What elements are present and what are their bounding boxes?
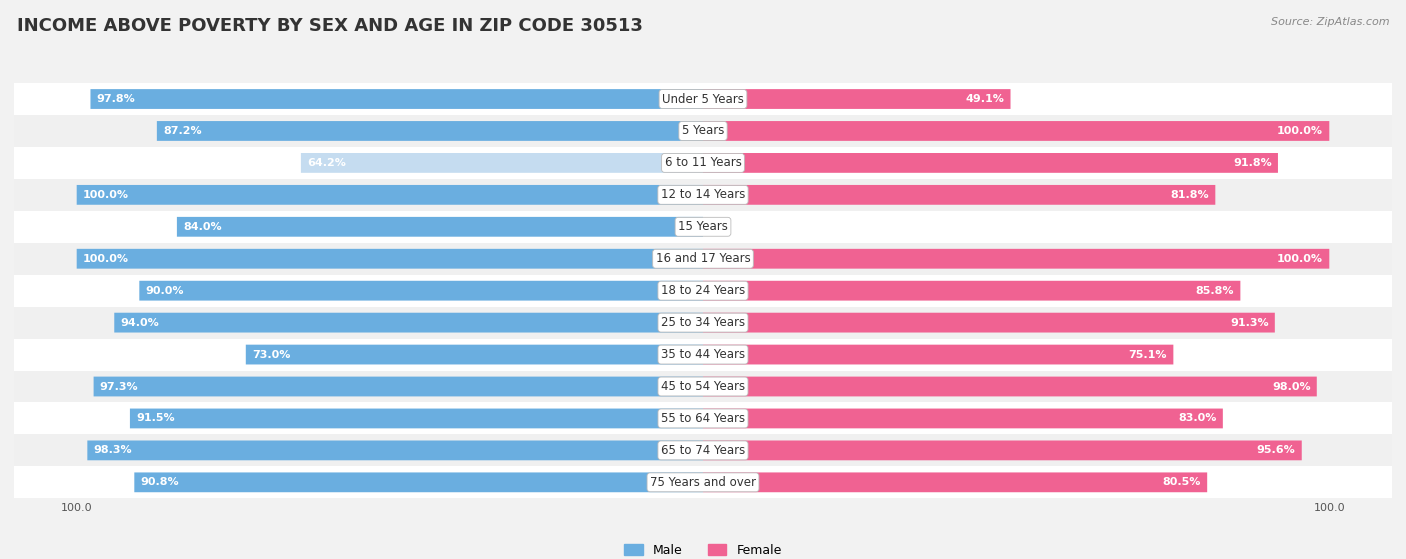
Text: Source: ZipAtlas.com: Source: ZipAtlas.com bbox=[1271, 17, 1389, 27]
FancyBboxPatch shape bbox=[177, 217, 703, 236]
Text: 91.5%: 91.5% bbox=[136, 414, 174, 424]
Text: 73.0%: 73.0% bbox=[252, 349, 291, 359]
FancyBboxPatch shape bbox=[301, 153, 703, 173]
Bar bbox=[14, 307, 1392, 339]
Text: 100.0: 100.0 bbox=[60, 503, 93, 513]
Text: 100.0%: 100.0% bbox=[1277, 254, 1323, 264]
FancyBboxPatch shape bbox=[703, 89, 1011, 109]
Legend: Male, Female: Male, Female bbox=[619, 539, 787, 559]
Text: 100.0%: 100.0% bbox=[83, 190, 129, 200]
Text: 18 to 24 Years: 18 to 24 Years bbox=[661, 284, 745, 297]
Text: Under 5 Years: Under 5 Years bbox=[662, 93, 744, 106]
Bar bbox=[14, 211, 1392, 243]
Text: 49.1%: 49.1% bbox=[966, 94, 1004, 104]
Bar bbox=[14, 371, 1392, 402]
Text: 97.3%: 97.3% bbox=[100, 381, 138, 391]
FancyBboxPatch shape bbox=[157, 121, 703, 141]
Text: 55 to 64 Years: 55 to 64 Years bbox=[661, 412, 745, 425]
Text: 80.5%: 80.5% bbox=[1163, 477, 1201, 487]
Text: INCOME ABOVE POVERTY BY SEX AND AGE IN ZIP CODE 30513: INCOME ABOVE POVERTY BY SEX AND AGE IN Z… bbox=[17, 17, 643, 35]
FancyBboxPatch shape bbox=[246, 345, 703, 364]
Text: 75 Years and over: 75 Years and over bbox=[650, 476, 756, 489]
Text: 95.6%: 95.6% bbox=[1257, 446, 1295, 456]
Text: 90.8%: 90.8% bbox=[141, 477, 179, 487]
Bar bbox=[14, 115, 1392, 147]
Bar bbox=[14, 402, 1392, 434]
FancyBboxPatch shape bbox=[77, 249, 703, 269]
FancyBboxPatch shape bbox=[135, 472, 703, 492]
Text: 64.2%: 64.2% bbox=[307, 158, 346, 168]
Text: 97.8%: 97.8% bbox=[97, 94, 135, 104]
FancyBboxPatch shape bbox=[703, 377, 1317, 396]
FancyBboxPatch shape bbox=[703, 249, 1329, 269]
Text: 45 to 54 Years: 45 to 54 Years bbox=[661, 380, 745, 393]
Text: 91.8%: 91.8% bbox=[1233, 158, 1271, 168]
Text: 90.0%: 90.0% bbox=[146, 286, 184, 296]
Text: 100.0: 100.0 bbox=[1313, 503, 1346, 513]
FancyBboxPatch shape bbox=[87, 440, 703, 460]
Bar bbox=[14, 274, 1392, 307]
Text: 94.0%: 94.0% bbox=[121, 318, 159, 328]
Text: 25 to 34 Years: 25 to 34 Years bbox=[661, 316, 745, 329]
Bar bbox=[14, 147, 1392, 179]
Text: 81.8%: 81.8% bbox=[1170, 190, 1209, 200]
FancyBboxPatch shape bbox=[703, 153, 1278, 173]
FancyBboxPatch shape bbox=[703, 472, 1208, 492]
FancyBboxPatch shape bbox=[114, 312, 703, 333]
Text: 15 Years: 15 Years bbox=[678, 220, 728, 233]
Text: 65 to 74 Years: 65 to 74 Years bbox=[661, 444, 745, 457]
Bar bbox=[14, 434, 1392, 466]
Text: 16 and 17 Years: 16 and 17 Years bbox=[655, 252, 751, 265]
Text: 5 Years: 5 Years bbox=[682, 125, 724, 138]
Bar bbox=[14, 243, 1392, 274]
Text: 100.0%: 100.0% bbox=[83, 254, 129, 264]
FancyBboxPatch shape bbox=[90, 89, 703, 109]
Bar bbox=[14, 179, 1392, 211]
FancyBboxPatch shape bbox=[703, 121, 1329, 141]
FancyBboxPatch shape bbox=[703, 185, 1215, 205]
Text: 35 to 44 Years: 35 to 44 Years bbox=[661, 348, 745, 361]
Text: 12 to 14 Years: 12 to 14 Years bbox=[661, 188, 745, 201]
Text: 6 to 11 Years: 6 to 11 Years bbox=[665, 157, 741, 169]
FancyBboxPatch shape bbox=[703, 440, 1302, 460]
FancyBboxPatch shape bbox=[703, 281, 1240, 301]
Text: 85.8%: 85.8% bbox=[1195, 286, 1234, 296]
Bar bbox=[14, 83, 1392, 115]
Text: 84.0%: 84.0% bbox=[183, 222, 222, 232]
Bar bbox=[14, 466, 1392, 498]
Text: 83.0%: 83.0% bbox=[1178, 414, 1216, 424]
Text: 91.3%: 91.3% bbox=[1230, 318, 1268, 328]
FancyBboxPatch shape bbox=[139, 281, 703, 301]
FancyBboxPatch shape bbox=[703, 345, 1174, 364]
Text: 75.1%: 75.1% bbox=[1129, 349, 1167, 359]
FancyBboxPatch shape bbox=[703, 312, 1275, 333]
Text: 87.2%: 87.2% bbox=[163, 126, 201, 136]
FancyBboxPatch shape bbox=[703, 409, 1223, 428]
FancyBboxPatch shape bbox=[77, 185, 703, 205]
Text: 100.0%: 100.0% bbox=[1277, 126, 1323, 136]
Text: 98.0%: 98.0% bbox=[1272, 381, 1310, 391]
FancyBboxPatch shape bbox=[129, 409, 703, 428]
Bar bbox=[14, 339, 1392, 371]
FancyBboxPatch shape bbox=[94, 377, 703, 396]
Text: 98.3%: 98.3% bbox=[94, 446, 132, 456]
